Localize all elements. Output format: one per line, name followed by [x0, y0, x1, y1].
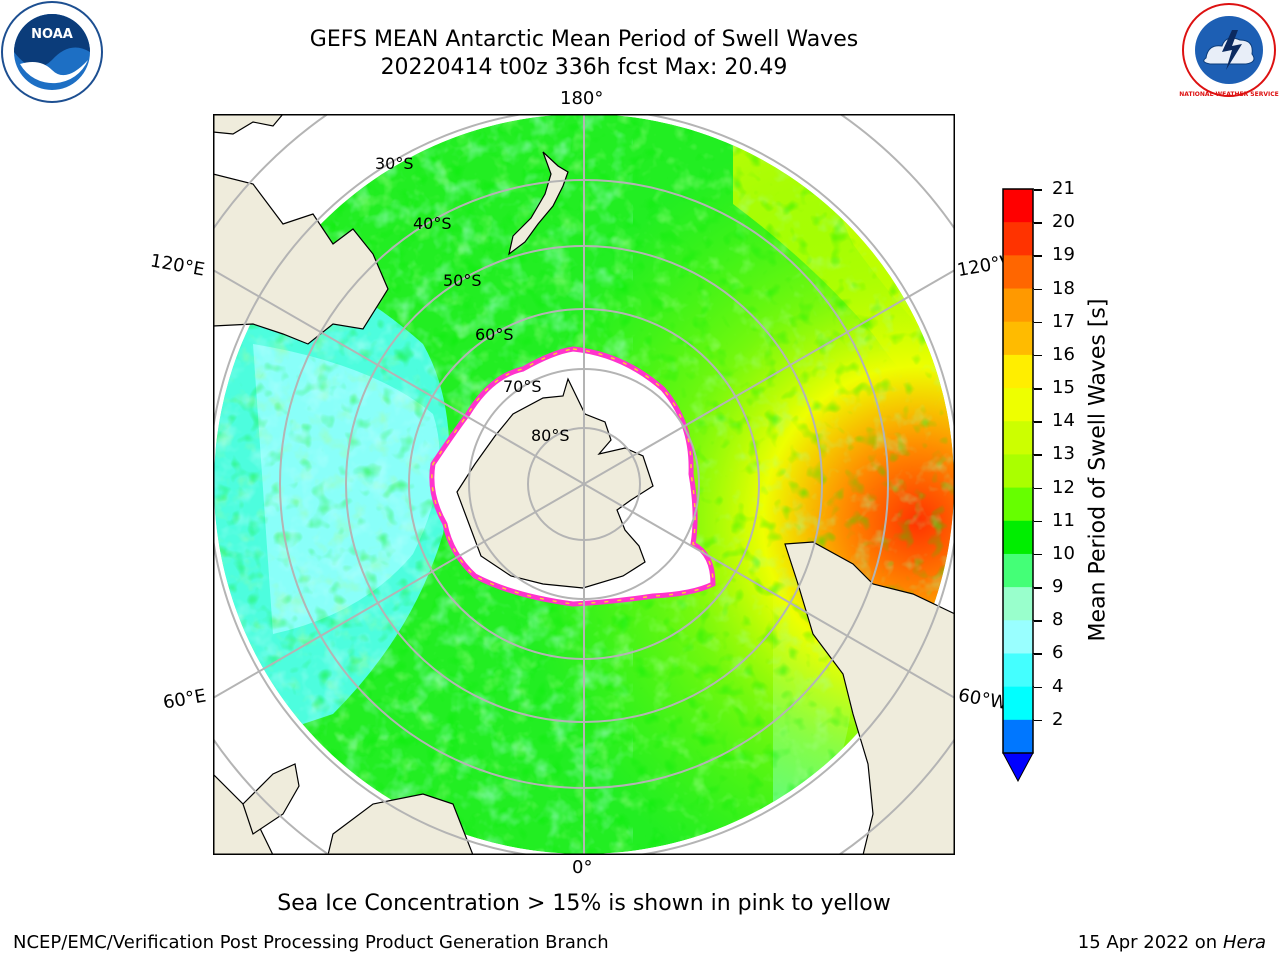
lon-label-60e: 60°E — [161, 685, 208, 714]
footer-date-text: 15 Apr 2022 on — [1077, 932, 1223, 953]
chart-title: GEFS MEAN Antarctic Mean Period of Swell… — [309, 27, 859, 52]
colorbar-tick-mark — [1034, 421, 1042, 423]
colorbar-tick-mark — [1034, 222, 1042, 224]
colorbar-swatch — [1003, 288, 1033, 323]
colorbar-swatch — [1003, 454, 1033, 489]
colorbar-tick-mark — [1034, 255, 1042, 257]
colorbar-tick-label: 21 — [1052, 178, 1075, 199]
colorbar-extend-arrow — [1002, 752, 1034, 782]
footer-date: 15 Apr 2022 on Hera — [1078, 932, 1266, 954]
sea-ice-caption: Sea Ice Concentration > 15% is shown in … — [277, 891, 891, 916]
colorbar-swatch — [1003, 653, 1033, 688]
colorbar-swatch — [1003, 354, 1033, 389]
colorbar-swatch — [1003, 421, 1033, 455]
lat-label-50s: 50°S — [443, 271, 482, 290]
colorbar — [1002, 188, 1034, 782]
colorbar-tick-mark — [1034, 388, 1042, 390]
colorbar-outline — [1002, 188, 1034, 754]
chart-subtitle: 20220414 t00z 336h fcst Max: 20.49 — [380, 55, 788, 80]
colorbar-tick-label: 12 — [1052, 476, 1075, 498]
lat-label-60s: 60°S — [475, 325, 514, 344]
lat-label-80s: 80°S — [531, 426, 570, 445]
colorbar-tick-label: 10 — [1052, 542, 1075, 564]
colorbar-tick-label: 9 — [1052, 576, 1064, 598]
colorbar-tick-label: 16 — [1052, 343, 1075, 365]
noaa-logo-text: NOAA — [31, 27, 73, 42]
colorbar-tick-label: 14 — [1052, 410, 1075, 432]
colorbar-tick-label: 17 — [1052, 310, 1075, 332]
colorbar-tick-label: 6 — [1052, 642, 1064, 664]
colorbar-tick-label: 13 — [1052, 443, 1075, 465]
colorbar-swatch — [1003, 587, 1033, 621]
colorbar-swatch — [1003, 255, 1033, 290]
colorbar-tick-mark — [1034, 719, 1042, 722]
colorbar-tick-mark — [1034, 454, 1042, 456]
colorbar-tick-mark — [1034, 620, 1042, 622]
colorbar-tick-label: 15 — [1052, 377, 1075, 399]
colorbar-tick-mark — [1034, 288, 1042, 291]
colorbar-swatch — [1003, 719, 1033, 754]
colorbar-tick-label: 8 — [1052, 609, 1064, 631]
colorbar-swatch — [1003, 520, 1033, 555]
colorbar-tick-mark — [1034, 553, 1042, 556]
noaa-logo-icon: NOAA — [1, 1, 103, 103]
colorbar-tick-mark — [1034, 520, 1042, 523]
nws-logo-text: NATIONAL WEATHER SERVICE — [1179, 91, 1278, 98]
colorbar-swatch — [1003, 189, 1033, 223]
colorbar-tick-label: 2 — [1052, 708, 1064, 730]
polar-map: 30°S 40°S 50°S 60°S 70°S 80°S — [213, 114, 955, 855]
lon-label-120e: 120°E — [148, 250, 207, 281]
lon-label-180: 180° — [560, 88, 604, 109]
colorbar-tick-label: 20 — [1052, 211, 1075, 233]
lat-label-70s: 70°S — [503, 377, 542, 396]
lon-label-0: 0° — [572, 857, 593, 878]
footer-host: Hera — [1222, 932, 1266, 953]
nws-logo-icon: NATIONAL WEATHER SERVICE — [1179, 3, 1279, 98]
colorbar-tick-label: 4 — [1052, 675, 1064, 697]
colorbar-tick-mark — [1034, 354, 1042, 357]
colorbar-title: Mean Period of Swell Waves [s] — [1085, 298, 1111, 642]
colorbar-tick-mark — [1034, 686, 1042, 689]
colorbar-swatch — [1003, 620, 1033, 654]
colorbar-swatch — [1003, 321, 1033, 356]
colorbar-tick-mark — [1034, 587, 1042, 589]
lat-label-40s: 40°S — [413, 214, 452, 233]
colorbar-tick-mark — [1034, 321, 1042, 324]
colorbar-swatch — [1003, 388, 1033, 422]
footer-credit: NCEP/EMC/Verification Post Processing Pr… — [13, 932, 609, 953]
colorbar-tick-label: 18 — [1052, 277, 1075, 299]
colorbar-swatch — [1003, 487, 1033, 522]
colorbar-swatch — [1003, 222, 1033, 256]
colorbar-tick-label: 11 — [1052, 509, 1075, 531]
colorbar-tick-mark — [1034, 653, 1042, 655]
lat-label-30s: 30°S — [375, 154, 414, 173]
colorbar-tick-mark — [1034, 487, 1042, 490]
colorbar-swatch — [1003, 686, 1033, 721]
colorbar-tick-mark — [1034, 189, 1042, 191]
colorbar-tick-label: 19 — [1052, 244, 1075, 266]
colorbar-swatch — [1003, 553, 1033, 588]
